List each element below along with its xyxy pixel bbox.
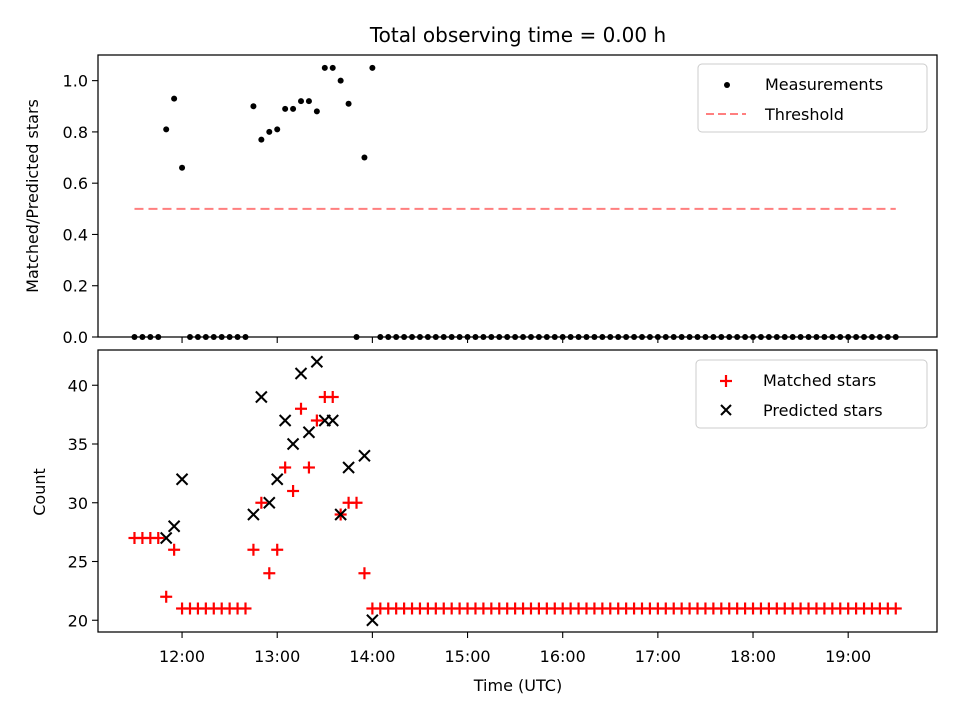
top-ytick-label: 0.2 [63, 277, 88, 296]
matched-star-point [168, 543, 181, 556]
predicted-star-point [302, 426, 316, 439]
measurement-point [329, 64, 336, 71]
measurement-point [250, 103, 257, 110]
predicted-star-point [334, 508, 347, 521]
measurement-point [266, 128, 273, 135]
top-axes-frame [97, 54, 938, 338]
legend-label-predicted: Predicted stars [763, 401, 883, 420]
measurement-point [274, 126, 281, 133]
matched-star-point [247, 543, 260, 556]
predicted-star-point [278, 414, 292, 427]
predicted-star-point [358, 449, 371, 462]
matched-star-point [310, 414, 323, 427]
matched-star-point [160, 590, 173, 603]
bottom-y-axis: 20 25 30 35 40 [68, 376, 98, 630]
top-ytick-label: 0.4 [63, 225, 88, 244]
matched-star-point [271, 543, 284, 556]
legend-x-icon [720, 404, 732, 416]
matched-star-point [152, 532, 165, 544]
xtick-label: 13:00 [254, 647, 300, 666]
matched-star-point [255, 496, 268, 509]
measurement-point [171, 95, 178, 102]
predicted-star-point [310, 355, 324, 368]
bottom-ytick-label: 30 [68, 494, 88, 513]
bottom-ytick-label: 40 [68, 376, 88, 395]
x-axis-label: Time (UTC) [473, 676, 562, 695]
top-legend: Measurements Threshold [697, 63, 928, 133]
predicted-star-point [342, 461, 355, 474]
top-x-axis-ticks [181, 337, 849, 343]
top-y-axis: 0.0 0.2 0.4 0.6 0.8 1.0 [63, 72, 98, 347]
predicted-star-point [286, 437, 300, 451]
matched-star-point [295, 402, 308, 415]
xtick-label: 17:00 [635, 647, 681, 666]
xtick-label: 18:00 [730, 647, 776, 666]
matched-star-point [889, 602, 902, 615]
predicted-star-point [175, 473, 189, 486]
matched-star-point [279, 461, 292, 474]
predicted-star-point [255, 390, 268, 404]
measurement-point [290, 105, 297, 112]
matched-star-point [287, 485, 300, 497]
legend-label-matched: Matched stars [763, 371, 876, 390]
measurement-point [361, 154, 368, 161]
top-ytick-label: 0.8 [63, 123, 88, 142]
top-ytick-label: 0.0 [63, 328, 88, 347]
matched-star-point [358, 567, 371, 580]
predicted-star-point [366, 614, 379, 627]
xtick-label: 19:00 [825, 647, 871, 666]
predicted-star-point [294, 367, 308, 380]
bottom-axes-frame [97, 349, 938, 633]
xtick-label: 15:00 [444, 647, 490, 666]
top-legend-frame [697, 63, 928, 133]
bottom-plot-marks [128, 355, 902, 627]
xtick-label: 12:00 [159, 647, 205, 666]
bottom-panel: 20 25 30 35 40 12:00 13:00 14:00 15:00 16:00 17:0… [30, 349, 938, 695]
top-panel: 0.0 0.2 0.4 0.6 0.8 1.0 Matched/Predicted sta… [23, 54, 938, 347]
bottom-legend-frame [695, 359, 928, 429]
measurement-point [163, 126, 170, 133]
predicted-star-point [263, 496, 276, 509]
top-y-axis-label: Matched/Predicted stars [23, 99, 42, 293]
legend-label-measurements: Measurements [765, 75, 883, 94]
bottom-y-axis-label: Count [30, 468, 49, 516]
bottom-legend: Matched stars Predicted stars [695, 359, 928, 429]
predicted-star-point [159, 531, 173, 545]
chart-title: Total observing time = 0.00 h [369, 23, 666, 47]
matched-star-point [239, 602, 252, 615]
legend-dot-icon [724, 82, 730, 88]
measurement-point [369, 64, 376, 71]
predicted-star-point [271, 473, 284, 486]
xtick-label: 16:00 [540, 647, 586, 666]
measurement-point [179, 164, 186, 171]
top-ytick-label: 1.0 [63, 72, 88, 91]
predicted-star-point [326, 414, 339, 427]
measurement-point [282, 105, 289, 112]
predicted-star-point [167, 520, 181, 533]
measurement-point [337, 77, 344, 84]
matched-star-point [263, 567, 276, 580]
legend-label-threshold: Threshold [764, 105, 844, 124]
bottom-ytick-label: 25 [68, 553, 88, 572]
xtick-label: 14:00 [349, 647, 395, 666]
matched-star-point [302, 461, 315, 474]
measurement-point [321, 64, 328, 71]
matched-star-point [350, 496, 363, 509]
bottom-ytick-label: 35 [68, 435, 88, 454]
legend-plus-icon [720, 375, 732, 387]
measurement-point [345, 100, 352, 107]
matched-star-point [326, 391, 339, 403]
bottom-x-axis: 12:00 13:00 14:00 15:00 16:00 17:00 18:00 19:00 [159, 632, 871, 666]
predicted-star-point [247, 508, 260, 521]
measurement-point [313, 108, 320, 115]
measurement-point [258, 136, 265, 143]
measurement-point [305, 98, 312, 105]
bottom-ytick-label: 20 [68, 611, 88, 630]
measurement-point [298, 98, 305, 105]
top-ytick-label: 0.6 [63, 174, 88, 193]
